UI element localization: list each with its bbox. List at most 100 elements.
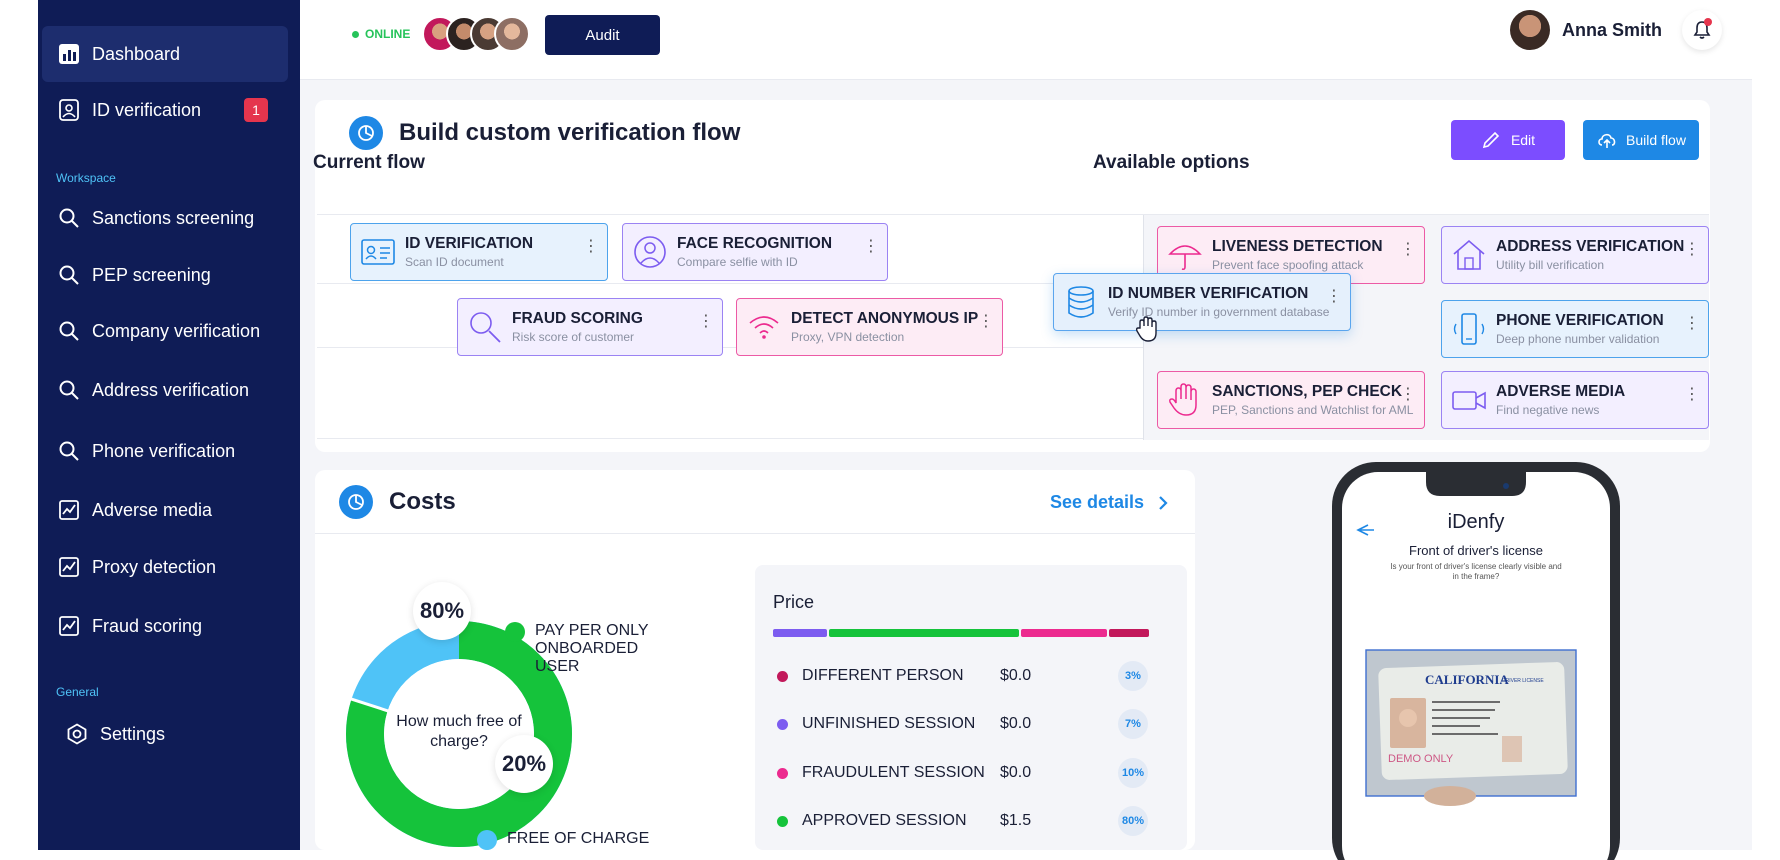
option-subtitle: Verify ID number in government database <box>1108 305 1330 319</box>
sidebar-item-id-verification[interactable]: ID verification 1 <box>42 82 288 138</box>
price-bar-unfinished <box>773 629 827 637</box>
option-liveness-detection[interactable]: LIVENESS DETECTION Prevent face spoofing … <box>1157 226 1425 284</box>
available-options-heading: Available options <box>1093 152 1250 173</box>
sidebar-item-proxy-detection[interactable]: Proxy detection <box>42 539 288 595</box>
step-subtitle: Proxy, VPN detection <box>791 330 905 344</box>
license-face <box>1399 709 1417 727</box>
price-percent: 80% <box>1118 806 1148 836</box>
option-phone-verification[interactable]: PHONE VERIFICATION Deep phone number vali… <box>1441 300 1709 358</box>
flow-step-detect-anonymous-ip[interactable]: DETECT ANONYMOUS IP Proxy, VPN detection … <box>736 298 1003 356</box>
more-options-icon[interactable]: ⋮ <box>1684 241 1700 258</box>
price-bar-approved <box>829 629 1019 637</box>
sidebar-item-label: Dashboard <box>92 43 181 64</box>
team-avatars[interactable] <box>422 16 530 52</box>
more-options-icon[interactable]: ⋮ <box>863 238 879 255</box>
sidebar-item-fraud-scoring[interactable]: Fraud scoring <box>42 598 288 654</box>
option-title: ADDRESS VERIFICATION <box>1496 238 1685 255</box>
search-icon <box>59 441 79 461</box>
chart-icon <box>59 44 79 64</box>
notification-dot <box>1704 18 1712 26</box>
search-icon <box>59 380 79 400</box>
status-label: ONLINE <box>365 27 411 41</box>
legend-item-free: FREE OF CHARGE <box>477 830 649 850</box>
flow-step-face-recognition[interactable]: FACE RECOGNITION Compare selfie with ID ⋮ <box>622 223 888 281</box>
sidebar-item-label: Company verification <box>92 320 261 341</box>
hand-icon <box>1169 383 1197 416</box>
sidebar-item-pep-screening[interactable]: PEP screening <box>42 247 288 303</box>
step-title: DETECT ANONYMOUS IP <box>791 310 979 327</box>
price-value: $1.5 <box>1000 812 1032 829</box>
sidebar-item-company-verification[interactable]: Company verification <box>42 303 288 359</box>
option-address-verification[interactable]: ADDRESS VERIFICATION Utility bill verific… <box>1441 226 1709 284</box>
sidebar-item-label: Fraud scoring <box>92 615 203 636</box>
phone-icon <box>1453 313 1485 345</box>
price-percent: 10% <box>1118 758 1148 788</box>
sidebar-item-phone-verification[interactable]: Phone verification <box>42 423 288 479</box>
online-status: ONLINE <box>352 27 410 41</box>
flow-builder-card: Build custom verification flow Edit Buil… <box>313 100 1710 452</box>
price-value: $0.0 <box>1000 764 1032 781</box>
donut-center-label: How much free of charge? <box>396 713 522 750</box>
sidebar-item-label: PEP screening <box>92 264 211 285</box>
more-options-icon[interactable]: ⋮ <box>698 313 714 330</box>
more-options-icon[interactable]: ⋮ <box>1400 386 1416 403</box>
build-flow-button[interactable]: Build flow <box>1583 120 1699 160</box>
donut-label-paid: 80% <box>413 582 471 640</box>
back-arrow-icon[interactable] <box>1356 524 1374 536</box>
step-subtitle: Scan ID document <box>405 255 504 269</box>
user-name: Anna Smith <box>1562 19 1663 40</box>
status-dot-icon <box>352 30 359 38</box>
more-options-icon[interactable]: ⋮ <box>978 313 994 330</box>
sidebar-item-address-verification[interactable]: Address verification <box>42 362 288 418</box>
legend-dot <box>505 622 525 642</box>
price-label: UNFINISHED SESSION <box>802 715 976 732</box>
section-label-workspace: Workspace <box>56 171 116 185</box>
avatar[interactable] <box>1510 10 1550 50</box>
step-title: FACE RECOGNITION <box>677 235 833 252</box>
audit-button[interactable]: Audit <box>545 15 660 55</box>
flow-step-id-verification[interactable]: ID VERIFICATION Scan ID document ⋮ <box>350 223 608 281</box>
option-sanctions-pep-check[interactable]: SANCTIONS, PEP CHECK PEP, Sanctions and W… <box>1157 371 1425 429</box>
chart-line-icon <box>59 557 79 577</box>
see-details-link[interactable]: See details <box>1050 492 1168 513</box>
see-details-label: See details <box>1050 492 1145 512</box>
more-options-icon[interactable]: ⋮ <box>1684 386 1700 403</box>
edit-button[interactable]: Edit <box>1451 120 1565 160</box>
flow-canvas[interactable]: ID VERIFICATION Scan ID document ⋮ FACE R… <box>317 214 1709 440</box>
sidebar-item-settings[interactable]: Settings <box>42 706 288 762</box>
price-bar-different <box>1109 629 1149 637</box>
more-options-icon[interactable]: ⋮ <box>1400 241 1416 258</box>
notifications-button[interactable] <box>1682 10 1722 50</box>
legend-item-paid: PAY PER ONLY ONBOARDED USER <box>505 622 685 676</box>
hand-thumb <box>1424 786 1476 806</box>
price-dot <box>777 718 788 730</box>
option-title: SANCTIONS, PEP CHECK <box>1212 383 1403 400</box>
user-profile[interactable]: Anna Smith <box>1510 10 1662 50</box>
chevron-right-icon <box>1159 495 1168 510</box>
house-icon <box>1453 239 1485 270</box>
sidebar-item-label: Address verification <box>92 379 250 400</box>
option-title: LIVENESS DETECTION <box>1212 238 1383 255</box>
license-ghost-photo <box>1502 736 1522 762</box>
more-options-icon[interactable]: ⋮ <box>583 238 599 255</box>
sidebar-item-dashboard[interactable]: Dashboard <box>42 26 288 82</box>
settings-icon <box>67 723 87 745</box>
flow-row-divider <box>317 283 1143 284</box>
sidebar-item-adverse-media[interactable]: Adverse media <box>42 482 288 538</box>
costs-title-group: Costs <box>339 485 456 519</box>
more-options-icon[interactable]: ⋮ <box>1684 315 1700 332</box>
more-options-icon[interactable]: ⋮ <box>1326 288 1342 305</box>
option-adverse-media[interactable]: ADVERSE MEDIA Find negative news ⋮ <box>1441 371 1709 429</box>
chart-line-icon <box>59 616 79 636</box>
avatar[interactable] <box>494 16 530 52</box>
sidebar-item-sanctions-screening[interactable]: Sanctions screening <box>42 190 288 246</box>
flow-row-divider <box>317 347 1143 348</box>
cloud-upload-icon <box>1598 133 1616 148</box>
pie-chart-icon <box>349 116 383 150</box>
top-bar: ONLINE Audit Anna Smith <box>300 0 1752 80</box>
flow-step-fraud-scoring[interactable]: FRAUD SCORING Risk score of customer ⋮ <box>457 298 723 356</box>
sidebar-item-label: Phone verification <box>92 440 236 461</box>
database-icon <box>1068 286 1094 318</box>
page-title: Build custom verification flow <box>399 119 741 146</box>
dragging-option-id-number-verification[interactable]: ID NUMBER VERIFICATION Verify ID number i… <box>1053 273 1351 342</box>
